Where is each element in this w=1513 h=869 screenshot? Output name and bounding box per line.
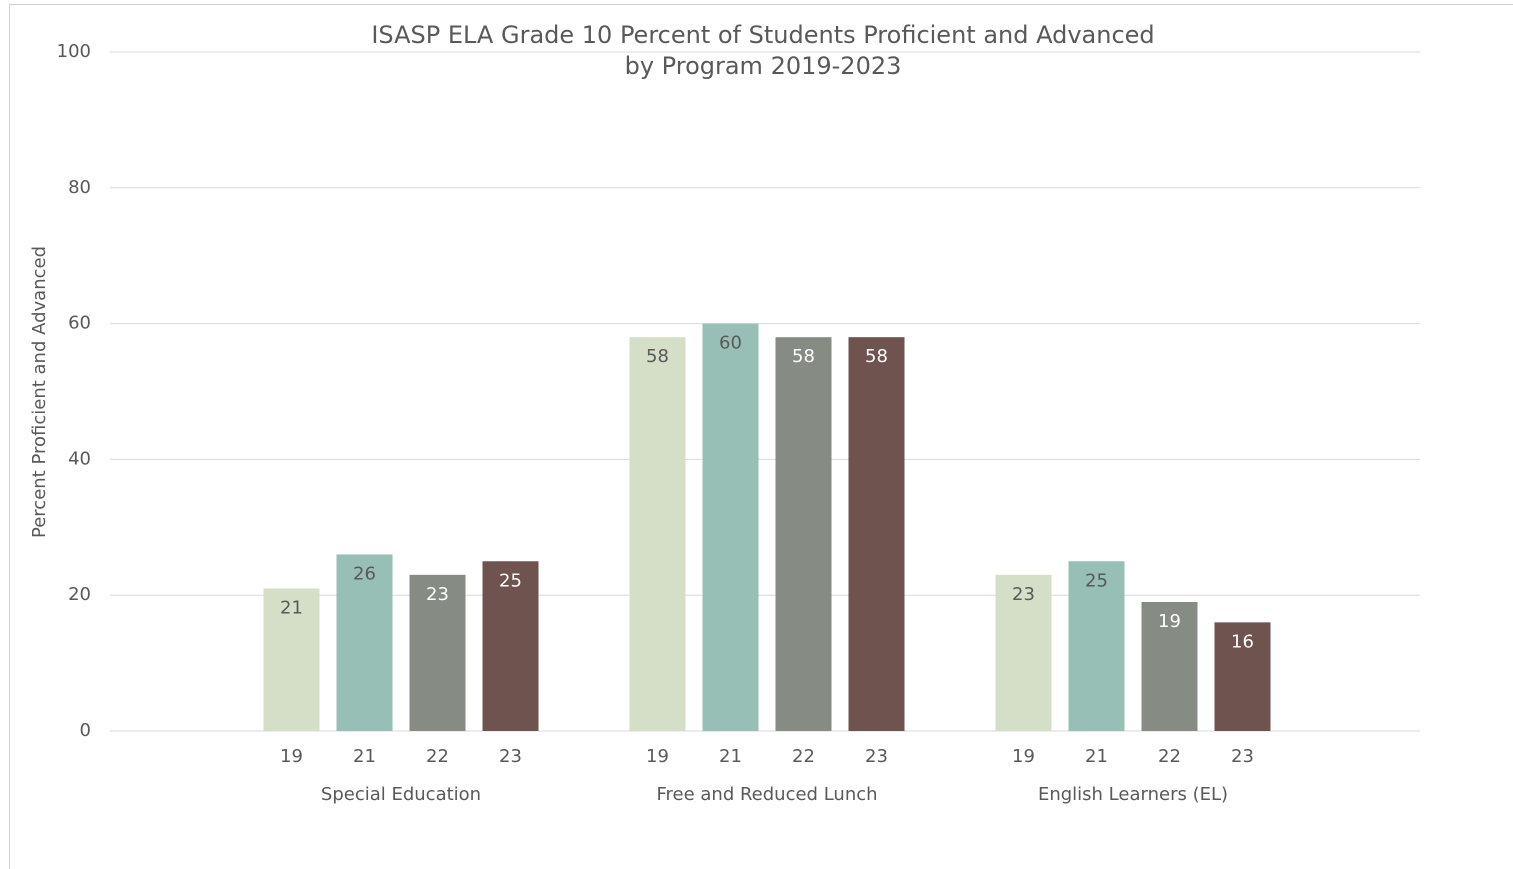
bar (482, 561, 539, 731)
x-tick-label: 23 (499, 746, 522, 767)
bar (263, 588, 320, 731)
x-tick-label: 21 (719, 746, 742, 767)
y-tick-label: 40 (68, 448, 91, 469)
chart-title: by Program 2019-2023 (625, 52, 902, 80)
bar (702, 323, 759, 731)
chart-frame (9, 4, 1513, 869)
x-tick-label: 22 (1158, 746, 1181, 767)
y-tick-label: 0 (80, 720, 91, 741)
y-tick-label: 60 (68, 313, 91, 334)
bar (1214, 622, 1271, 731)
y-tick-label: 20 (68, 584, 91, 605)
x-tick-label: 22 (426, 746, 449, 767)
x-tick-label: 19 (1012, 746, 1035, 767)
data-label: 25 (1085, 570, 1108, 591)
bar (775, 337, 832, 731)
x-tick-label: 21 (353, 746, 376, 767)
y-tick-label: 100 (57, 41, 91, 62)
category-label: Special Education (321, 784, 481, 805)
data-label: 23 (426, 584, 449, 605)
data-label: 21 (280, 597, 303, 618)
bar (1068, 561, 1125, 731)
bar (995, 574, 1052, 731)
category-label: English Learners (EL) (1038, 784, 1228, 805)
x-tick-label: 23 (865, 746, 888, 767)
bar (629, 337, 686, 731)
data-label: 23 (1012, 584, 1035, 605)
bar (1141, 601, 1198, 731)
category-label: Free and Reduced Lunch (656, 784, 877, 805)
x-tick-label: 22 (792, 746, 815, 767)
data-label: 58 (792, 346, 815, 367)
y-tick-label: 80 (68, 177, 91, 198)
y-axis-label: Percent Proficient and Advanced (29, 246, 50, 538)
bar (848, 337, 905, 731)
x-tick-label: 19 (280, 746, 303, 767)
data-label: 25 (499, 570, 522, 591)
data-label: 58 (865, 346, 888, 367)
data-label: 16 (1231, 631, 1254, 652)
data-label: 60 (719, 333, 742, 354)
bar (336, 554, 393, 731)
data-label: 19 (1158, 611, 1181, 632)
x-tick-label: 19 (646, 746, 669, 767)
data-label: 58 (646, 346, 669, 367)
chart-title: ISASP ELA Grade 10 Percent of Students P… (371, 21, 1154, 49)
bar (409, 574, 466, 731)
x-tick-label: 23 (1231, 746, 1254, 767)
data-label: 26 (353, 563, 376, 584)
x-tick-label: 21 (1085, 746, 1108, 767)
